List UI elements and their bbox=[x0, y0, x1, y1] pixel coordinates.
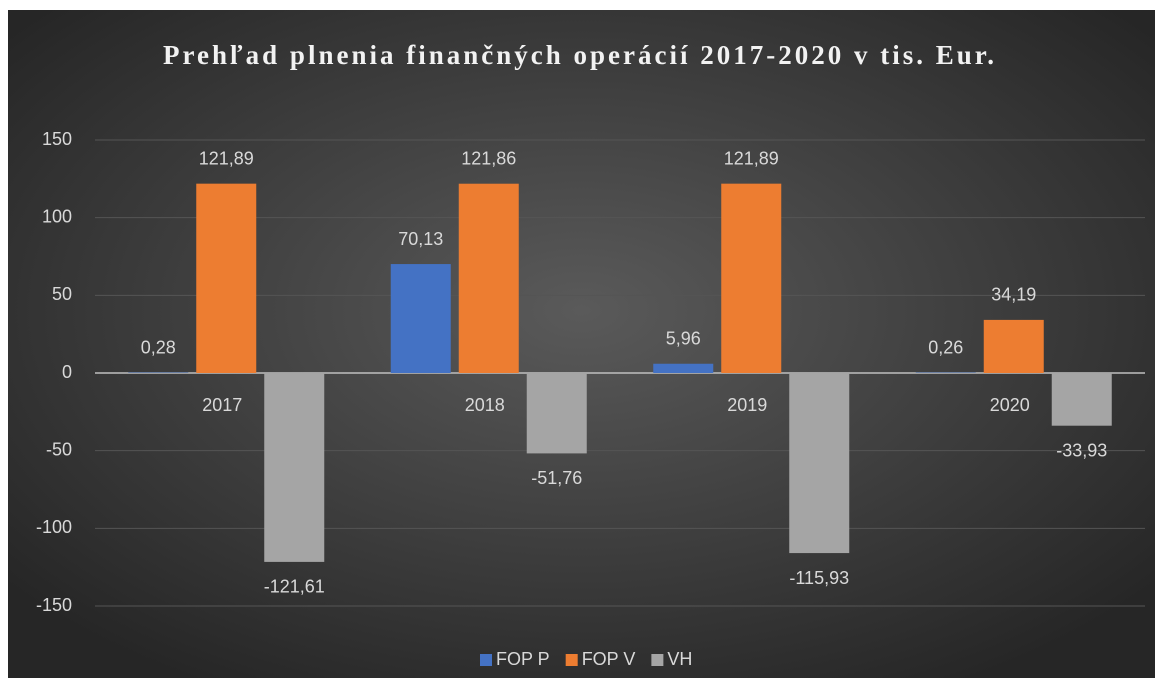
chart-background bbox=[8, 10, 1155, 678]
bar bbox=[983, 319, 1044, 373]
y-tick-label: 150 bbox=[42, 129, 72, 149]
legend-swatch bbox=[651, 654, 664, 666]
bar bbox=[653, 363, 714, 373]
data-label: 0,26 bbox=[928, 337, 963, 357]
data-label: -121,61 bbox=[264, 577, 325, 597]
x-tick-label: 2020 bbox=[990, 395, 1030, 415]
data-label: 121,89 bbox=[724, 148, 779, 168]
data-label: -51,76 bbox=[531, 468, 582, 488]
y-tick-label: -100 bbox=[36, 517, 72, 537]
x-tick-label: 2018 bbox=[465, 395, 505, 415]
bar bbox=[526, 373, 587, 454]
y-tick-label: 100 bbox=[42, 206, 72, 226]
bar bbox=[458, 183, 519, 373]
bar bbox=[721, 183, 782, 373]
chart-title: Prehľad plnenia finančných operácií 2017… bbox=[163, 40, 997, 70]
data-label: 121,86 bbox=[461, 148, 516, 168]
legend-label: FOP V bbox=[582, 649, 636, 669]
x-tick-label: 2019 bbox=[727, 395, 767, 415]
data-label: -115,93 bbox=[789, 568, 849, 588]
bar bbox=[390, 264, 451, 373]
data-label: 0,28 bbox=[141, 337, 176, 357]
bar bbox=[789, 373, 850, 554]
y-tick-label: 50 bbox=[52, 284, 72, 304]
x-tick-label: 2017 bbox=[202, 395, 242, 415]
bar bbox=[196, 183, 257, 373]
bar bbox=[264, 373, 325, 562]
y-tick-label: -150 bbox=[36, 595, 72, 615]
legend-swatch bbox=[565, 654, 578, 666]
data-label: 121,89 bbox=[199, 148, 254, 168]
data-label: 70,13 bbox=[398, 229, 443, 249]
data-label: 5,96 bbox=[666, 328, 701, 348]
data-label: 34,19 bbox=[991, 285, 1036, 305]
y-tick-label: -50 bbox=[46, 439, 72, 459]
legend-label: VH bbox=[667, 649, 692, 669]
legend-label: FOP P bbox=[496, 649, 550, 669]
y-tick-label: 0 bbox=[62, 362, 72, 382]
data-label: -33,93 bbox=[1056, 440, 1107, 460]
legend-swatch bbox=[480, 654, 492, 666]
bar bbox=[1051, 373, 1112, 426]
